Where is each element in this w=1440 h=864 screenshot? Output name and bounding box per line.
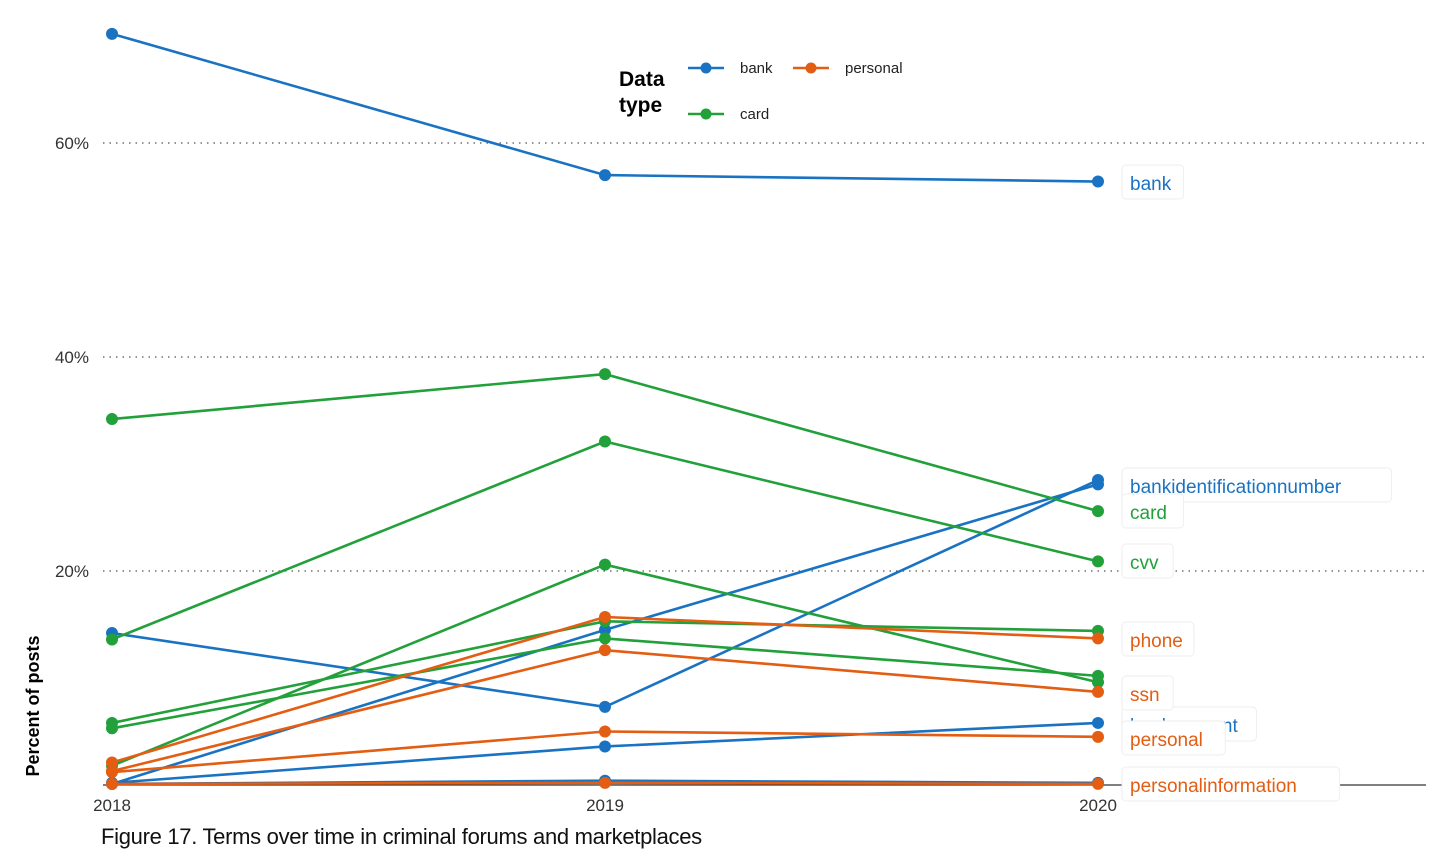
end-label: personalinformation xyxy=(1130,776,1297,797)
series-lines xyxy=(106,27,1104,790)
end-label-box xyxy=(1121,164,1185,200)
end-label-box xyxy=(1121,766,1341,802)
end-label-box xyxy=(1121,675,1174,711)
x-tick-label: 2019 xyxy=(586,796,624,815)
data-point xyxy=(599,611,611,624)
end-label-box xyxy=(1121,720,1226,756)
data-point xyxy=(599,644,611,657)
data-point xyxy=(599,700,611,713)
end-label-box xyxy=(1121,493,1185,529)
end-label: ssn xyxy=(1130,685,1160,706)
data-point xyxy=(599,435,611,448)
end-label: personal xyxy=(1130,730,1203,751)
end-label: cvv xyxy=(1130,553,1159,574)
legend-entry-label: personal xyxy=(845,60,903,77)
end-label: bank xyxy=(1130,174,1172,195)
legend-title: Data xyxy=(619,68,665,91)
y-tick-label: 40% xyxy=(55,348,89,367)
legend-title: type xyxy=(619,94,662,117)
y-tick-label: 60% xyxy=(55,134,89,153)
series-line xyxy=(111,478,1099,709)
legend: Data type bank personal card xyxy=(619,60,903,123)
data-point xyxy=(1092,632,1104,645)
data-point xyxy=(599,740,611,753)
end-label: card xyxy=(1130,503,1167,524)
data-point xyxy=(106,756,118,769)
figure-caption: Figure 17. Terms over time in criminal f… xyxy=(101,824,702,849)
y-tick-labels: 20% 40% 60% xyxy=(55,134,89,581)
legend-entry-label: card xyxy=(740,106,769,123)
series-line xyxy=(111,32,1099,183)
data-point xyxy=(1092,555,1104,568)
end-label: bankidentificationnumber xyxy=(1130,477,1342,498)
gridlines xyxy=(103,142,1426,572)
line-chart: 20%40%60% 2018 2019 2020 Percent of posts … xyxy=(23,27,1426,815)
data-point xyxy=(106,722,118,735)
x-tick-label: 2018 xyxy=(93,796,131,815)
data-point xyxy=(1092,505,1104,518)
data-point xyxy=(1092,777,1104,790)
data-point xyxy=(106,413,118,426)
data-point xyxy=(1092,685,1104,698)
data-point xyxy=(599,623,611,636)
data-point xyxy=(599,558,611,571)
end-labels: bankbankidentificationnumberbankaccountc… xyxy=(1121,164,1393,802)
data-point xyxy=(1092,175,1104,188)
data-point xyxy=(1092,716,1104,729)
data-point xyxy=(106,777,118,790)
legend-entry-label: bank xyxy=(740,60,773,77)
end-label: phone xyxy=(1130,631,1183,652)
data-point xyxy=(599,632,611,645)
data-point xyxy=(1092,478,1104,491)
data-point xyxy=(599,169,611,182)
end-label-box xyxy=(1121,467,1393,503)
data-point xyxy=(106,27,118,40)
y-axis-label: Percent of posts xyxy=(23,635,43,776)
data-point xyxy=(599,776,611,789)
x-tick-label: 2020 xyxy=(1079,796,1117,815)
legend-key-point xyxy=(700,108,712,120)
end-label-box xyxy=(1121,621,1195,657)
legend-key-point xyxy=(805,62,817,74)
legend-key-point xyxy=(700,62,712,74)
y-tick-label: 20% xyxy=(55,562,89,581)
data-point xyxy=(599,368,611,381)
end-label-box xyxy=(1121,543,1174,579)
data-point xyxy=(1092,730,1104,743)
data-point xyxy=(106,633,118,646)
data-point xyxy=(599,725,611,738)
data-point xyxy=(106,766,118,779)
data-point xyxy=(1092,669,1104,682)
x-tick-labels: 2018 2019 2020 xyxy=(93,796,1117,815)
